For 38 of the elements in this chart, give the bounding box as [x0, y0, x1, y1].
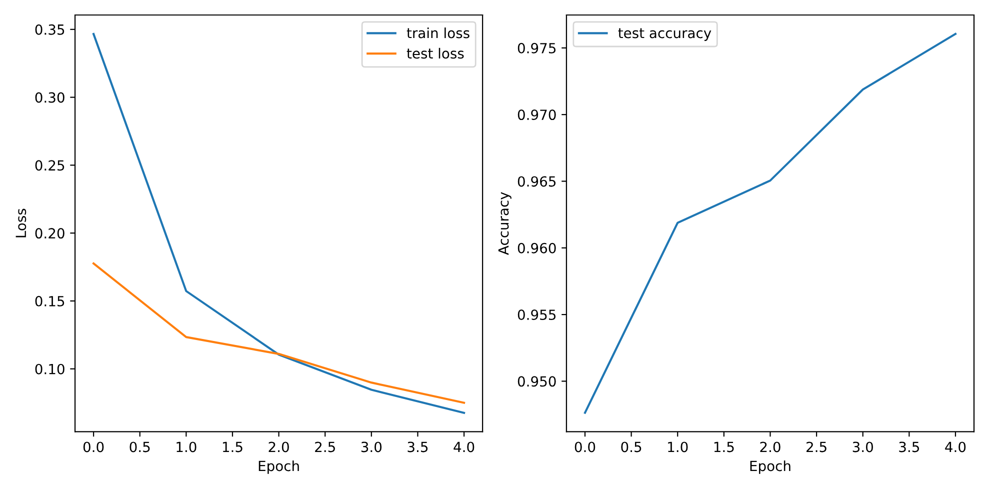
legend-label: test accuracy — [618, 28, 712, 41]
y-axis-title: Accuracy — [498, 192, 512, 255]
x-tick-label: 0.5 — [130, 442, 150, 452]
x-tick-label: 3.5 — [899, 442, 919, 452]
x-tick-label: 3.0 — [852, 442, 873, 452]
y-tick-label: 0.955 — [518, 310, 556, 320]
legend-label: test loss — [406, 48, 464, 59]
y-tick-label: 0.10 — [35, 364, 64, 374]
x-tick-label: 4.0 — [454, 442, 474, 452]
y-tick-label: 0.30 — [35, 92, 64, 103]
y-tick-label: 0.970 — [518, 110, 556, 120]
y-tick-label: 0.965 — [518, 176, 556, 187]
x-tick-label: 0.0 — [574, 442, 596, 452]
x-tick-label: 1.0 — [668, 442, 688, 452]
x-tick-label: 2.0 — [760, 442, 780, 452]
x-tick-label: 2.5 — [315, 442, 335, 452]
y-tick-label: 0.25 — [35, 160, 64, 171]
x-tick-label: 3.0 — [361, 442, 382, 452]
y-tick-label: 0.20 — [35, 228, 64, 239]
y-tick-label: 0.950 — [518, 376, 556, 387]
x-tick-label: 2.0 — [268, 442, 289, 452]
legend-label: train loss — [406, 28, 470, 38]
y-tick-label: 0.960 — [518, 242, 556, 254]
x-tick-label: 2.5 — [806, 442, 826, 452]
y-tick-label: 0.975 — [518, 42, 556, 54]
y-axis-title: Loss — [16, 208, 26, 238]
x-tick-label: 4.0 — [945, 442, 966, 452]
x-tick-label: 3.5 — [408, 442, 428, 452]
line-series — [92, 262, 466, 404]
y-tick-label: 0.15 — [35, 296, 64, 306]
y-tick-label: 0.35 — [35, 24, 64, 35]
x-tick-label: 1.0 — [176, 442, 196, 452]
x-tick-label: 0.5 — [621, 442, 642, 452]
x-axis-title: Epoch — [750, 460, 790, 474]
x-axis-title: Epoch — [258, 460, 299, 474]
x-tick-label: 1.5 — [222, 442, 242, 452]
x-tick-label: 1.5 — [714, 442, 734, 452]
x-tick-label: 0.0 — [83, 442, 104, 452]
